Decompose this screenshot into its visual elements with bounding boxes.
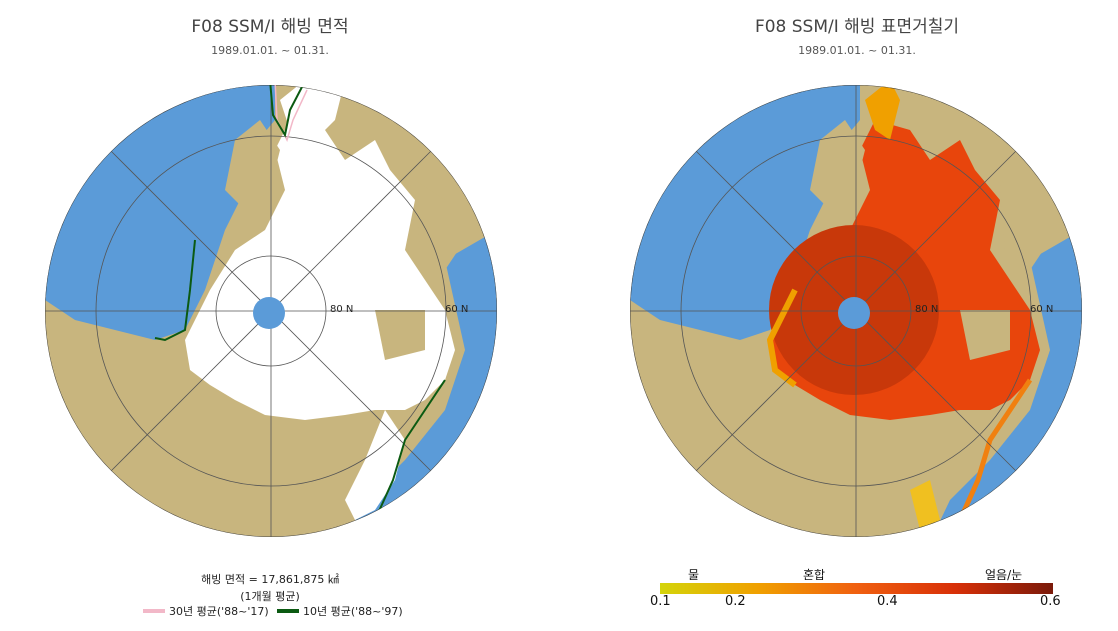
roughness-edge-east (957, 378, 1033, 522)
legend-swatch-pink (143, 609, 165, 613)
land-greenland (375, 310, 425, 360)
left-map-subtitle: 1989.01.01. ~ 01.31. (211, 44, 329, 57)
roughness-labrador (910, 480, 940, 530)
land-greenland (960, 310, 1010, 360)
land-alaska (225, 120, 280, 210)
area-note: (1개월 평균) (240, 590, 300, 603)
land-alaska (810, 120, 865, 210)
left-map-title: F08 SSM/I 해빙 면적 (191, 17, 349, 37)
colorbar-tick-1: 0.2 (725, 594, 746, 609)
colorbar-tick-3: 0.6 (1040, 594, 1061, 609)
lat-label-80n: 80 N (330, 304, 353, 315)
colorbar-tick-2: 0.4 (877, 594, 898, 609)
legend-label-30yr: 30년 평균('88~'17) (169, 605, 269, 618)
10yr-average-line-east (374, 379, 446, 521)
legend-label-10yr: 10년 평균('88~'97) (303, 605, 403, 618)
10yr-average-line-west (154, 239, 196, 342)
colorbar-tick-0: 0.1 (650, 594, 671, 609)
sea-ice-area-value: 해빙 면적 = 17,861,875 ㎢ (201, 573, 339, 586)
land-canada (1000, 180, 1050, 270)
colorbar-label-ice-snow: 얼음/눈 (985, 568, 1023, 582)
legend-30yr-average: 30년 평균('88~'17) (143, 603, 269, 619)
legend-10yr-average: 10년 평균('88~'97) (277, 603, 403, 619)
lat-label-60n: 60 N (1030, 304, 1053, 315)
sea-ice-roughness-map: 80 N 60 N (630, 85, 1082, 537)
pole-hole (253, 297, 285, 329)
right-map-title: F08 SSM/I 해빙 표면거칠기 (754, 17, 960, 37)
10yr-average-line-north (269, 85, 304, 138)
lat-label-60n: 60 N (445, 304, 468, 315)
colorbar-label-mixed: 혼합 (803, 568, 826, 582)
sea-ice-extent-map: 80 N 60 N (45, 85, 497, 537)
sea-ice-area-labrador (345, 410, 405, 520)
30yr-average-line (274, 85, 308, 143)
roughness-colorbar (660, 583, 1053, 594)
pole-hole (838, 297, 870, 329)
sea-ice-area-bering (280, 85, 345, 140)
colorbar-label-water: 물 (688, 568, 700, 582)
roughness-bering (865, 85, 900, 140)
lat-label-80n: 80 N (915, 304, 938, 315)
legend-swatch-green (277, 609, 299, 613)
land-canada (415, 180, 465, 270)
right-map-subtitle: 1989.01.01. ~ 01.31. (798, 44, 916, 57)
roughness-edge-west (766, 288, 798, 388)
